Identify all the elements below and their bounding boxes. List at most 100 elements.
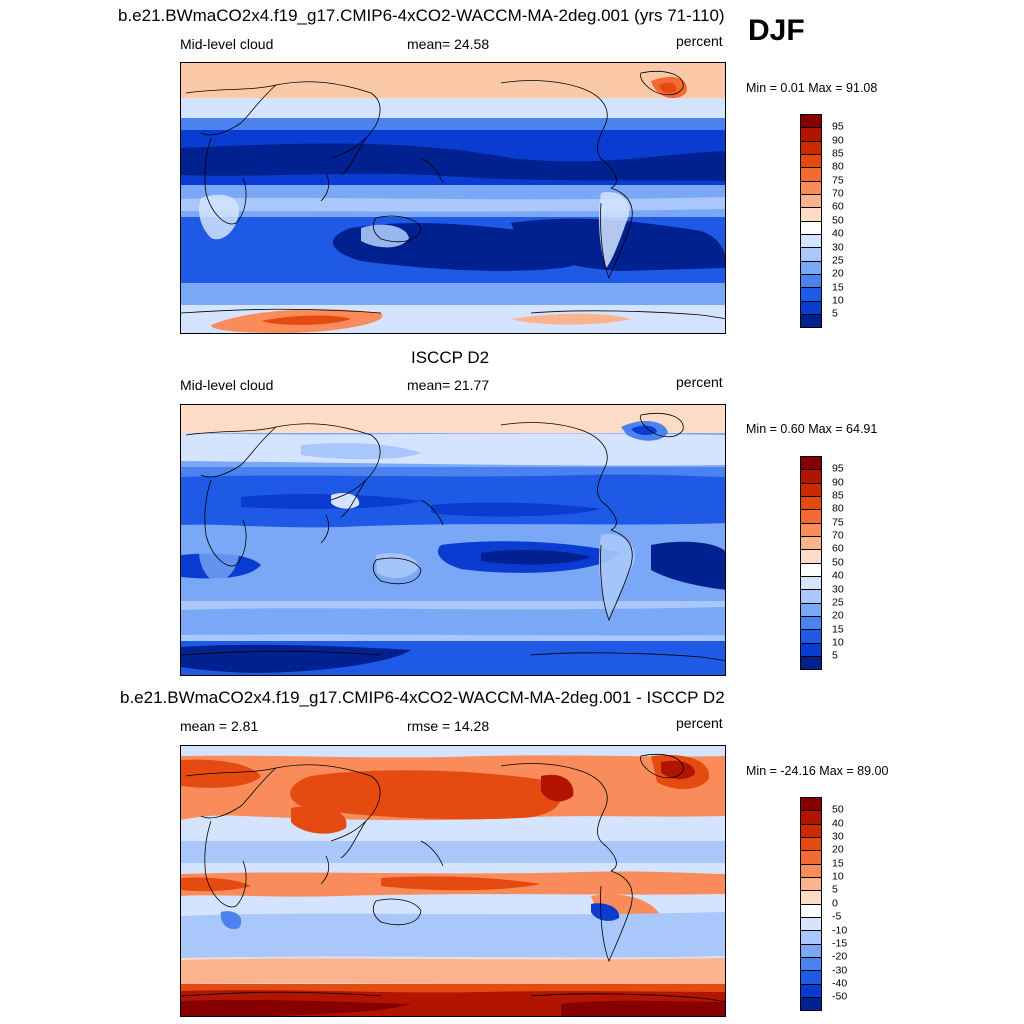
- colorbar-swatch: [800, 127, 822, 141]
- colorbar-tick-label: 20: [832, 267, 844, 280]
- panel2-left-label: Mid-level cloud: [180, 377, 274, 393]
- colorbar-tick-label: 15: [832, 281, 844, 294]
- colorbar-tick-label: 25: [832, 596, 844, 609]
- colorbar-tick-label: 20: [832, 843, 844, 856]
- colorbar-tick-label: 10: [832, 294, 844, 307]
- colorbar-swatch: [800, 220, 822, 235]
- colorbar-tick-label: 85: [832, 489, 844, 502]
- colorbar-swatch: [800, 823, 822, 838]
- colorbar-swatch: [800, 562, 822, 577]
- colorbar-swatch: [800, 576, 822, 590]
- colorbar-swatch: [800, 903, 822, 918]
- colorbar-swatch: [800, 837, 822, 851]
- colorbar-swatch: [800, 970, 822, 984]
- colorbar-tick-label: 30: [832, 583, 844, 595]
- colorbar-swatch: [800, 589, 822, 603]
- colorbar-tick-label: 30: [832, 241, 844, 253]
- colorbar-swatch: [800, 656, 822, 670]
- colorbar-tick-label: 95: [832, 462, 844, 475]
- colorbar-tick-label: 90: [832, 134, 844, 147]
- colorbar-swatch: [800, 810, 822, 824]
- colorbar-tick-label: 60: [832, 542, 844, 555]
- colorbar-swatch: [800, 287, 822, 301]
- colorbar-tick-label: 50: [832, 214, 844, 227]
- colorbar-tick-label: 20: [832, 609, 844, 622]
- colorbar-swatch: [800, 167, 822, 181]
- colorbar-swatch: [800, 536, 822, 550]
- colorbar-swatch: [800, 469, 822, 483]
- colorbar-tick-label: 70: [832, 187, 844, 200]
- colorbar-tick-label: 95: [832, 120, 844, 133]
- panel3-colorbar: 50 40 30 20 15 10 5 0 -5 -10 -15 -20 -30…: [800, 797, 847, 1011]
- colorbar-tick-label: 15: [832, 623, 844, 636]
- colorbar-swatch: [800, 140, 822, 155]
- colorbar-swatch: [800, 890, 822, 904]
- colorbar-swatch: [800, 797, 822, 811]
- colorbar-swatch: [800, 314, 822, 328]
- colorbar-tick-label: 5: [832, 649, 838, 662]
- colorbar-swatch: [800, 456, 822, 470]
- colorbar-swatch: [800, 850, 822, 864]
- colorbar-swatch: [800, 509, 822, 523]
- panel3-mean: mean = 2.81: [180, 718, 259, 734]
- panel1-units: percent: [676, 33, 723, 49]
- colorbar-tick-label: -15: [832, 937, 848, 950]
- colorbar-tick-label: -10: [832, 924, 848, 936]
- colorbar-swatch: [800, 957, 822, 971]
- colorbar-tick-label: 0: [832, 897, 838, 910]
- panel2-mean: mean= 21.77: [407, 377, 490, 393]
- panel1-minmax: Min = 0.01 Max = 91.08: [746, 81, 878, 95]
- panel1-map: [180, 62, 726, 334]
- colorbar-tick-label: 15: [832, 857, 844, 870]
- colorbar-tick-label: 75: [832, 174, 844, 187]
- colorbar-tick-label: 40: [832, 817, 844, 830]
- colorbar-tick-label: 50: [832, 556, 844, 569]
- panel2-units: percent: [676, 374, 723, 390]
- colorbar-tick-label: 30: [832, 830, 844, 843]
- panel3-title: b.e21.BWmaCO2x4.f19_g17.CMIP6-4xCO2-WACC…: [120, 688, 725, 707]
- colorbar-tick-label: 80: [832, 502, 844, 515]
- colorbar-tick-label: 25: [832, 254, 844, 267]
- colorbar-swatch: [800, 207, 822, 221]
- panel2-map: [180, 404, 726, 676]
- colorbar-tick-label: 5: [832, 883, 838, 896]
- colorbar-swatch: [800, 943, 822, 958]
- colorbar-swatch: [800, 260, 822, 275]
- panel3-rmse: rmse = 14.28: [407, 718, 490, 734]
- colorbar-tick-label: -40: [832, 977, 848, 990]
- colorbar-tick-label: -30: [832, 964, 848, 977]
- colorbar-swatch: [800, 522, 822, 537]
- panel2-colorbar: 95 90 85 80 75 70 60 50 40 30 25 20 15 1…: [800, 456, 844, 670]
- colorbar-swatch: [800, 629, 822, 643]
- colorbar-swatch: [800, 274, 822, 288]
- colorbar-swatch: [800, 930, 822, 944]
- colorbar-swatch: [800, 917, 822, 931]
- colorbar-swatch: [800, 642, 822, 657]
- colorbar-tick-label: 10: [832, 636, 844, 649]
- colorbar-swatch: [800, 616, 822, 630]
- panel2-title: ISCCP D2: [411, 348, 490, 367]
- colorbar-swatch: [800, 997, 822, 1011]
- colorbar-tick-label: 80: [832, 160, 844, 173]
- colorbar-tick-label: 90: [832, 476, 844, 489]
- panel3-minmax: Min = -24.16 Max = 89.00: [746, 764, 889, 778]
- colorbar-tick-label: 40: [832, 227, 844, 240]
- panel1-mean: mean= 24.58: [407, 36, 490, 52]
- colorbar-swatch: [800, 194, 822, 208]
- colorbar-swatch: [800, 482, 822, 497]
- colorbar-swatch: [800, 154, 822, 168]
- panel1-left-label: Mid-level cloud: [180, 36, 274, 52]
- colorbar-tick-label: 50: [832, 803, 844, 816]
- season-label: DJF: [748, 14, 805, 47]
- colorbar-swatch: [800, 180, 822, 195]
- colorbar-tick-label: 10: [832, 870, 844, 883]
- colorbar-swatch: [800, 549, 822, 563]
- colorbar-tick-label: -5: [832, 910, 842, 923]
- colorbar-swatch: [800, 983, 822, 998]
- colorbar-swatch: [800, 114, 822, 128]
- colorbar-swatch: [800, 300, 822, 315]
- panel2-minmax: Min = 0.60 Max = 64.91: [746, 422, 878, 436]
- colorbar-swatch: [800, 234, 822, 248]
- panel1-colorbar: 95 90 85 80 75 70 60 50 40 30 25 20 15 1…: [800, 114, 844, 328]
- colorbar-tick-label: -20: [832, 950, 848, 963]
